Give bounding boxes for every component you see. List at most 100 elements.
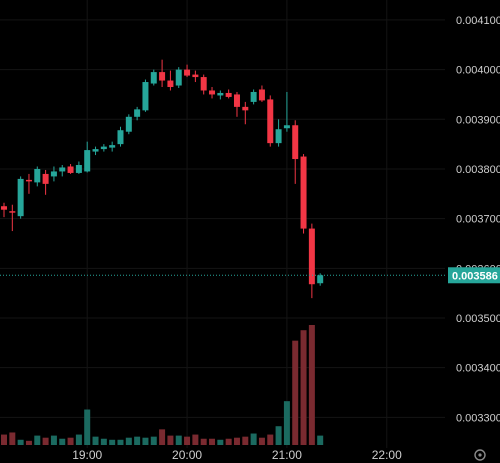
volume-bar [209,438,216,445]
volume-bar [67,437,74,445]
price-tick-label: 0.003700 [456,214,500,226]
candle [209,87,216,99]
candle-body [142,82,149,111]
candle [317,273,324,286]
candle-body [317,275,324,284]
candle [142,79,149,112]
candle [184,64,191,78]
volume-bar [59,438,66,445]
candle [217,90,224,100]
candle [233,91,240,117]
candle-body [200,77,207,91]
time-axis[interactable]: 19:00 20:00 21:00 22:00 [72,448,402,462]
candle [75,161,82,174]
time-tick-label: 21:00 [272,448,302,462]
price-tick-label: 0.004000 [456,65,500,77]
volume-bar [9,432,16,445]
volume-bar [100,438,107,445]
volume-bar [258,437,265,445]
candle [275,119,282,147]
candle [59,164,66,177]
volume-bar [50,435,57,445]
candle [109,141,116,152]
candle-body [109,145,116,148]
candle [17,176,24,219]
volume-bar [92,436,99,445]
volume-bar [308,325,315,445]
volume-bar [75,434,82,445]
candle-body [25,179,32,182]
volume-bar [109,439,116,445]
volume-bar [1,434,7,445]
price-tick-label: 0.003500 [456,313,500,325]
candle [67,164,74,174]
candle-body [242,106,249,111]
candle-body [258,89,265,101]
candle [175,67,182,88]
candle-body [209,90,216,95]
candle [100,144,107,152]
candle-body [184,69,191,76]
candle-body [34,168,41,183]
candle [192,70,199,83]
volume-bar [250,433,257,445]
volume-bar [242,436,249,445]
volume-bar [134,436,141,445]
volume-bar [84,409,91,445]
price-axis[interactable]: 0.004100 0.004000 0.003900 0.003800 0.003700… [456,15,500,463]
candle-body [175,69,182,86]
time-tick-label: 19:00 [72,448,102,462]
candle-body [150,72,157,84]
price-tick-label: 0.003400 [456,363,500,375]
candle [42,169,49,195]
candle-body [42,173,49,184]
candle-body [300,156,307,229]
candle-body [275,129,282,144]
candle [92,146,99,156]
volume-bar [42,437,49,445]
candle-body [159,72,166,81]
candle-body [308,228,315,285]
price-tick-label: 0.004100 [456,15,500,27]
candle [258,85,265,102]
candle-body [134,109,141,117]
grid [0,0,445,448]
candles [1,59,324,299]
volume-bar [184,436,191,445]
candle-body [17,178,24,217]
candle-body [283,125,290,129]
volume-bar [34,435,41,445]
gear-icon [474,449,486,461]
time-tick-label: 20:00 [172,448,202,462]
candle-body [75,164,82,173]
candle [150,69,157,86]
candle-body [250,91,257,102]
volume-bars [1,325,324,445]
candle [283,91,290,132]
volume-bar [225,438,232,445]
candle [300,154,307,234]
candle-body [233,94,240,107]
volume-bar [317,435,324,445]
chart-settings-button[interactable] [474,449,486,461]
volume-bar [233,437,240,445]
volume-bar [292,340,299,445]
volume-bar [150,436,157,445]
volume-bar [159,429,166,445]
gear-icon-center [478,453,482,457]
last-price-label: 0.003586 [452,270,498,282]
price-tick-label: 0.003800 [456,164,500,176]
candle-body [100,146,107,150]
candle-body [117,130,124,145]
candle [1,202,7,218]
volume-bar [300,330,307,445]
candle-body [1,206,7,210]
candle [117,126,124,147]
candle [134,106,141,121]
volume-bar [125,437,132,445]
candle-body [125,116,132,132]
price-tick-label: 0.003900 [456,114,500,126]
candle [9,204,16,232]
